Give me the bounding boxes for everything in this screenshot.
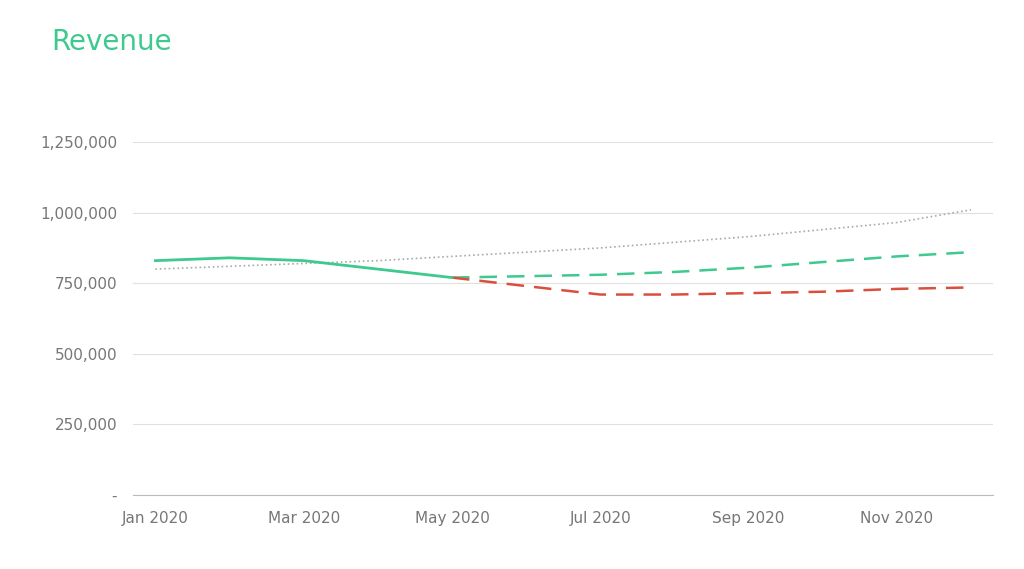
Text: Revenue: Revenue (51, 28, 172, 56)
